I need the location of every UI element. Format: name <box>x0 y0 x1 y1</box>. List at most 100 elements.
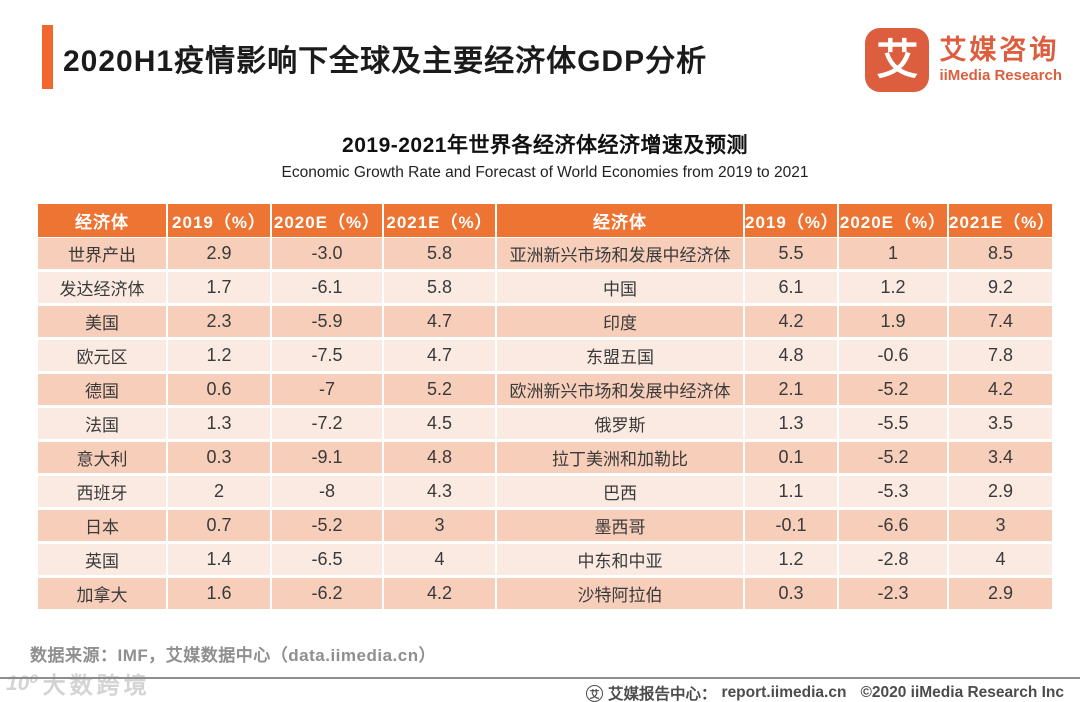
gdp-value-cell: -2.8 <box>839 544 947 575</box>
gdp-value-cell: 5.2 <box>384 374 495 405</box>
gdp-value-cell: -3.0 <box>272 238 382 269</box>
data-source-note: 数据来源：IMF，艾媒数据中心（data.iimedia.cn） <box>30 646 437 665</box>
economy-name-cell: 意大利 <box>38 442 166 473</box>
gdp-value-cell: -5.3 <box>839 476 947 507</box>
gdp-value-cell: -6.6 <box>839 510 947 541</box>
table-col-header: 2020E（%） <box>272 204 382 237</box>
gdp-value-cell: -7 <box>272 374 382 405</box>
table-col-header: 2021E（%） <box>949 204 1054 237</box>
economy-name-cell: 俄罗斯 <box>497 408 743 439</box>
gdp-table: 经济体 2019（%） 2020E（%） 2021E（%） 经济体 2019（%） 2020… <box>38 204 1054 609</box>
economy-name-cell: 英国 <box>38 544 166 575</box>
gdp-value-cell: 3.5 <box>949 408 1052 439</box>
gdp-value-cell: 1.7 <box>168 272 270 303</box>
gdp-value-cell: 4.2 <box>745 306 837 337</box>
gdp-value-cell: 4.8 <box>384 442 495 473</box>
watermark: 10⁰ 大数跨境 <box>6 666 151 700</box>
gdp-value-cell: 8.5 <box>949 238 1052 269</box>
gdp-value-cell: 7.8 <box>949 340 1052 371</box>
gdp-value-cell: 4.2 <box>384 578 495 609</box>
gdp-value-cell: 1.9 <box>839 306 947 337</box>
footer-site-link[interactable]: report.iimedia.cn <box>721 684 847 701</box>
economy-name-cell: 印度 <box>497 306 743 337</box>
economy-name-cell: 沙特阿拉伯 <box>497 578 743 609</box>
gdp-value-cell: 4.8 <box>745 340 837 371</box>
economy-name-cell: 法国 <box>38 408 166 439</box>
gdp-value-cell: 0.6 <box>168 374 270 405</box>
chart-title-en: Economic Growth Rate and Forecast of Wor… <box>281 164 809 181</box>
table-col-header: 2019（%） <box>745 204 838 237</box>
gdp-value-cell: -8 <box>272 476 382 507</box>
economy-name-cell: 德国 <box>38 374 166 405</box>
economy-name-cell: 墨西哥 <box>497 510 743 541</box>
footer-report-center: 艾 艾媒报告中心： report.iimedia.cn <box>586 682 846 702</box>
footer: 艾 艾媒报告中心： report.iimedia.cn ©2020 iiMedia… <box>586 682 1064 702</box>
table-col-header: 2021E（%） <box>384 204 495 237</box>
gdp-value-cell: 2.9 <box>949 578 1052 609</box>
gdp-value-cell: -5.5 <box>839 408 947 439</box>
gdp-value-cell: 2.3 <box>168 306 270 337</box>
gdp-value-cell: 1.6 <box>168 578 270 609</box>
economy-name-cell: 东盟五国 <box>497 340 743 371</box>
gdp-value-cell: -5.2 <box>839 374 947 405</box>
table-col-header: 经济体 <box>497 204 743 237</box>
gdp-value-cell: 2.9 <box>168 238 270 269</box>
chart-title-cn: 2019-2021年世界各经济体经济增速及预测 <box>342 134 748 157</box>
gdp-value-cell: 2 <box>168 476 270 507</box>
gdp-value-cell: 1.2 <box>168 340 270 371</box>
gdp-value-cell: 1.3 <box>168 408 270 439</box>
gdp-value-cell: -5.2 <box>839 442 947 473</box>
gdp-value-cell: 0.3 <box>745 578 837 609</box>
economy-name-cell: 中东和中亚 <box>497 544 743 575</box>
gdp-value-cell: -5.9 <box>272 306 382 337</box>
gdp-value-cell: -9.1 <box>272 442 382 473</box>
gdp-value-cell: 4.3 <box>384 476 495 507</box>
gdp-value-cell: 2.1 <box>745 374 837 405</box>
iimedia-logo: 艾 艾媒咨询 iiMedia Research <box>865 28 1062 92</box>
gdp-value-cell: 0.3 <box>168 442 270 473</box>
logo-name-cn: 艾媒咨询 <box>939 35 1060 66</box>
gdp-value-cell: -5.2 <box>272 510 382 541</box>
gdp-value-cell: 4.7 <box>384 340 495 371</box>
gdp-value-cell: 0.7 <box>168 510 270 541</box>
table-col-header: 经济体 <box>38 204 166 237</box>
chart-title-block: 2019-2021年世界各经济体经济增速及预测 Economic Growth … <box>38 129 1052 182</box>
page-title: 2020H1疫情影响下全球及主要经济体GDP分析 <box>63 45 708 78</box>
gdp-value-cell: -2.3 <box>839 578 947 609</box>
logo-name-en: iiMedia Research <box>939 66 1062 84</box>
gdp-value-cell: 1.3 <box>745 408 837 439</box>
gdp-value-cell: 6.1 <box>745 272 837 303</box>
watermark-icon: 10⁰ <box>6 671 39 695</box>
gdp-value-cell: 4.5 <box>384 408 495 439</box>
gdp-value-cell: -7.2 <box>272 408 382 439</box>
gdp-value-cell: 1.2 <box>745 544 837 575</box>
gdp-value-cell: 7.4 <box>949 306 1052 337</box>
gdp-value-cell: 1.4 <box>168 544 270 575</box>
gdp-value-cell: 3 <box>949 510 1052 541</box>
economy-name-cell: 日本 <box>38 510 166 541</box>
economy-name-cell: 拉丁美洲和加勒比 <box>497 442 743 473</box>
gdp-value-cell: 4 <box>384 544 495 575</box>
gdp-value-cell: 1 <box>839 238 947 269</box>
footer-site-label: 艾媒报告中心： <box>608 686 717 702</box>
economy-name-cell: 世界产出 <box>38 238 166 269</box>
title-accent-bar <box>42 25 53 89</box>
gdp-value-cell: 9.2 <box>949 272 1052 303</box>
table-col-header: 2020E（%） <box>839 204 947 237</box>
footer-divider <box>0 677 1080 679</box>
gdp-value-cell: 4.7 <box>384 306 495 337</box>
table-col-header: 2019（%） <box>168 204 270 237</box>
gdp-value-cell: -6.1 <box>272 272 382 303</box>
iimedia-logo-icon: 艾 <box>865 28 930 92</box>
economy-name-cell: 美国 <box>38 306 166 337</box>
economy-name-cell: 亚洲新兴市场和发展中经济体 <box>497 238 743 269</box>
watermark-text: 大数跨境 <box>42 672 151 698</box>
gdp-value-cell: 1.1 <box>745 476 837 507</box>
iimedia-report-icon: 艾 <box>586 684 604 702</box>
gdp-value-cell: -6.2 <box>272 578 382 609</box>
footer-copyright: ©2020 iiMedia Research Inc <box>860 684 1064 701</box>
gdp-value-cell: -6.5 <box>272 544 382 575</box>
economy-name-cell: 中国 <box>497 272 743 303</box>
gdp-value-cell: 0.1 <box>745 442 837 473</box>
